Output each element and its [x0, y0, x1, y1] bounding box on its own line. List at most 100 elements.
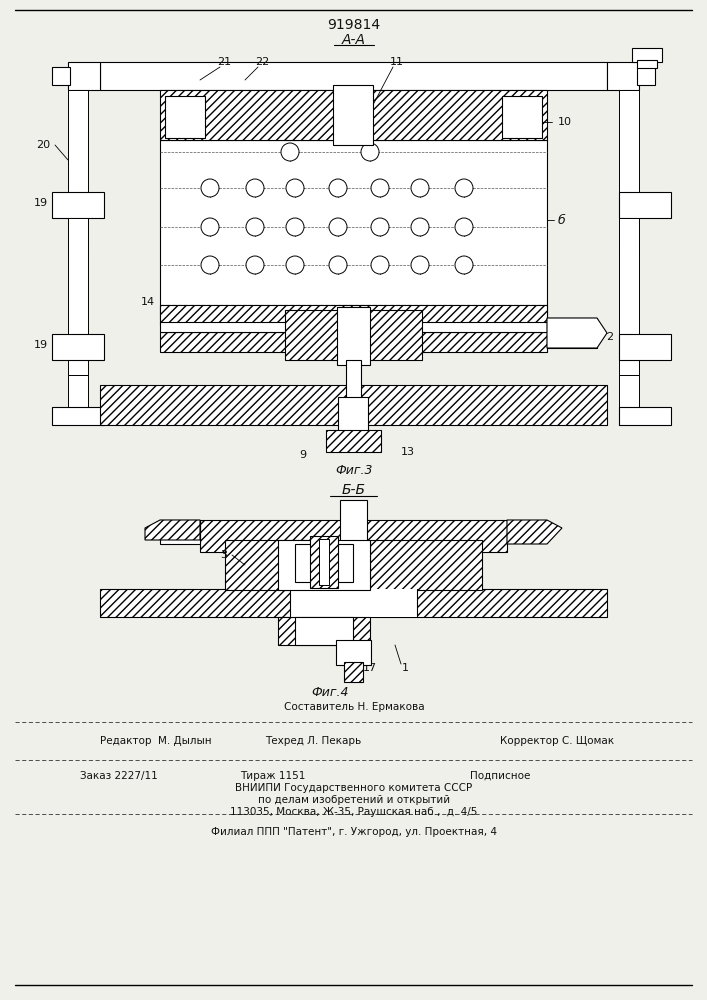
Circle shape: [411, 218, 429, 236]
Bar: [68, 218, 88, 375]
Bar: [285, 310, 340, 360]
Circle shape: [201, 179, 219, 197]
Text: Корректор С. Щомак: Корректор С. Щомак: [500, 736, 614, 746]
Bar: [100, 62, 607, 90]
Text: 17: 17: [363, 663, 377, 673]
Polygon shape: [160, 520, 200, 544]
Circle shape: [329, 218, 347, 236]
Polygon shape: [547, 318, 607, 348]
Circle shape: [246, 218, 264, 236]
Bar: [160, 90, 547, 140]
Circle shape: [246, 179, 264, 197]
Circle shape: [411, 179, 429, 197]
Bar: [637, 67, 655, 85]
Text: 19: 19: [34, 198, 48, 208]
Bar: [225, 540, 337, 590]
Circle shape: [455, 179, 473, 197]
Bar: [320, 539, 328, 585]
Bar: [52, 192, 104, 218]
Text: ВНИИПИ Государственного комитета СССР: ВНИИПИ Государственного комитета СССР: [235, 783, 472, 793]
Text: 22: 22: [255, 57, 269, 67]
Bar: [340, 500, 367, 552]
Bar: [637, 60, 657, 68]
Circle shape: [361, 143, 379, 161]
Bar: [340, 310, 367, 360]
Bar: [346, 360, 361, 400]
Bar: [338, 397, 368, 432]
Bar: [619, 192, 671, 218]
Text: 1: 1: [402, 663, 409, 673]
Bar: [319, 539, 329, 585]
Bar: [68, 90, 88, 250]
Circle shape: [246, 256, 264, 274]
Circle shape: [371, 218, 389, 236]
Text: 20: 20: [36, 140, 50, 150]
Text: 13: 13: [401, 447, 415, 457]
Bar: [619, 375, 639, 425]
Bar: [336, 640, 371, 665]
Bar: [547, 318, 597, 348]
Polygon shape: [507, 520, 562, 544]
Bar: [68, 375, 88, 425]
Text: Б-Б: Б-Б: [342, 483, 366, 497]
Bar: [52, 407, 104, 425]
Text: Составитель Н. Ермакова: Составитель Н. Ермакова: [284, 702, 424, 712]
Circle shape: [286, 179, 304, 197]
Text: Заказ 2227/11: Заказ 2227/11: [80, 771, 158, 781]
Bar: [370, 540, 482, 590]
Text: 113035, Москва, Ж-35, Раушская наб.,  д. 4/5: 113035, Москва, Ж-35, Раушская наб., д. …: [230, 807, 478, 817]
Circle shape: [329, 179, 347, 197]
Text: Фиг.4: Фиг.4: [311, 686, 349, 698]
Text: Филиал ППП "Патент", г. Ужгород, ул. Проектная, 4: Филиал ППП "Патент", г. Ужгород, ул. Про…: [211, 827, 497, 837]
Text: Редактор  М. Дылын: Редактор М. Дылын: [100, 736, 211, 746]
Text: 2: 2: [606, 332, 613, 342]
Bar: [290, 589, 417, 617]
Text: 10: 10: [558, 117, 572, 127]
Bar: [160, 322, 547, 332]
Bar: [295, 544, 353, 582]
Bar: [52, 334, 104, 360]
Circle shape: [329, 256, 347, 274]
Bar: [632, 48, 662, 62]
Bar: [619, 218, 639, 375]
Bar: [337, 307, 370, 365]
Bar: [333, 85, 373, 145]
Bar: [310, 536, 338, 588]
Bar: [326, 430, 381, 452]
Bar: [619, 407, 671, 425]
Bar: [619, 334, 671, 360]
Bar: [619, 90, 639, 250]
Bar: [607, 62, 639, 90]
Text: 21: 21: [217, 57, 231, 67]
Bar: [278, 540, 370, 590]
Circle shape: [286, 256, 304, 274]
Circle shape: [201, 218, 219, 236]
Bar: [52, 67, 70, 85]
Bar: [160, 140, 547, 320]
Circle shape: [455, 218, 473, 236]
Circle shape: [281, 143, 299, 161]
Bar: [165, 96, 205, 138]
Circle shape: [371, 256, 389, 274]
Text: 9: 9: [300, 450, 307, 460]
Text: 919814: 919814: [327, 18, 380, 32]
Bar: [295, 617, 353, 645]
Text: 14: 14: [141, 297, 155, 307]
Text: Фиг.3: Фиг.3: [335, 464, 373, 477]
Text: б: б: [558, 214, 566, 227]
Bar: [502, 96, 542, 138]
Bar: [100, 589, 607, 617]
Bar: [278, 617, 370, 645]
Circle shape: [411, 256, 429, 274]
Polygon shape: [145, 520, 200, 540]
Circle shape: [201, 256, 219, 274]
Text: Подписное: Подписное: [470, 771, 530, 781]
Text: 19: 19: [34, 340, 48, 350]
Circle shape: [286, 218, 304, 236]
Bar: [367, 310, 422, 360]
Bar: [200, 520, 507, 552]
Text: 3: 3: [221, 550, 228, 560]
Bar: [160, 332, 547, 352]
Circle shape: [371, 179, 389, 197]
Text: А-А: А-А: [342, 33, 366, 47]
